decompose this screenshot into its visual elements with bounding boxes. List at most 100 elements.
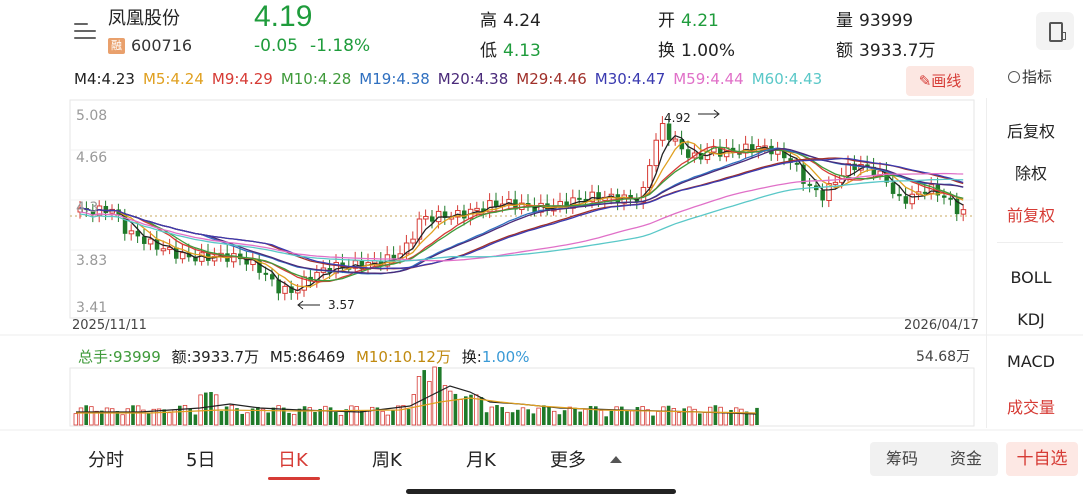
volume-bar — [464, 396, 468, 425]
ma-line — [79, 172, 964, 262]
volume-bar — [141, 409, 146, 426]
indicator-kdj[interactable]: KDJ — [1017, 310, 1045, 329]
volume-bar — [723, 411, 728, 426]
candle — [577, 197, 582, 200]
tab-weekly-k[interactable]: 周K — [372, 450, 402, 471]
adjust-none[interactable]: 除权 — [1014, 164, 1047, 183]
volume-bar — [401, 405, 406, 426]
volume-bar — [578, 411, 582, 425]
candle — [589, 191, 595, 203]
volume-bar — [120, 414, 125, 426]
volume-bar — [391, 410, 395, 425]
candle — [532, 206, 537, 213]
candle — [794, 162, 800, 165]
adjust-backward[interactable]: 后复权 — [1006, 122, 1055, 141]
volume-bar — [266, 412, 270, 425]
tab-more[interactable]: 更多 — [550, 450, 586, 471]
open-quote: 开 4.21 — [658, 11, 719, 31]
candle — [960, 209, 967, 215]
chips-button[interactable]: 筹码 — [870, 442, 934, 476]
ma-label: M29:4.46 — [516, 70, 587, 88]
volume-bar — [734, 407, 739, 426]
volume-bar — [656, 411, 661, 426]
volume-bar — [671, 408, 676, 426]
volume-bar — [531, 413, 536, 425]
volume-bar — [369, 406, 375, 426]
volume-bar — [364, 410, 370, 426]
volume-bar — [73, 413, 78, 426]
volume-bar — [395, 405, 401, 426]
candle — [628, 194, 633, 200]
volume-bar — [520, 407, 526, 426]
volume-bar — [380, 410, 385, 426]
ma-line — [79, 178, 964, 262]
volume-bar — [198, 394, 203, 426]
volume-bar — [676, 412, 682, 426]
volume-bar — [338, 414, 344, 426]
volume-bar — [78, 407, 84, 426]
volume-bar — [479, 397, 484, 425]
volume-bar — [609, 410, 614, 425]
volume-bar — [749, 413, 754, 426]
kline-chart[interactable]: 4.92 3.57 — [0, 0, 1083, 440]
volume-bar — [151, 408, 156, 426]
volume-bar — [744, 411, 749, 425]
volume-bar — [640, 406, 645, 426]
candle — [686, 149, 691, 158]
price-change: -0.05 -1.18% — [254, 36, 382, 56]
end-date: 2026/04/17 — [904, 318, 979, 333]
volume-bar — [360, 410, 364, 425]
candle — [391, 254, 397, 259]
volume-bar — [495, 405, 499, 425]
indicator-boll[interactable]: BOLL — [1010, 268, 1052, 287]
ma-label: M5:4.24 — [142, 70, 204, 88]
volume-m5: M5:86469 — [269, 348, 346, 366]
volume-bar — [469, 394, 473, 425]
volume-bar — [594, 406, 598, 425]
volume-bar — [84, 405, 88, 425]
tab-5day[interactable]: 5日 — [186, 450, 216, 471]
volume-bar — [651, 415, 655, 425]
adjust-forward[interactable]: 前复权 — [1006, 206, 1055, 225]
volume-bar — [692, 408, 697, 426]
volume-bar — [505, 411, 510, 426]
volume-bar — [219, 411, 224, 425]
add-watchlist-button[interactable]: 十自选 — [1006, 442, 1078, 476]
volume-bar — [635, 407, 640, 425]
draw-line-button[interactable]: ✎画线 — [906, 66, 974, 96]
funds-button[interactable]: 资金 — [934, 442, 998, 476]
volume-bar — [307, 407, 312, 426]
volume-bar — [287, 412, 291, 425]
candle — [154, 238, 160, 250]
volume-bar — [323, 405, 328, 426]
volume-bar — [661, 406, 666, 426]
volume-bar — [193, 414, 198, 425]
volume-bar — [422, 370, 426, 425]
indicator-volume[interactable]: 成交量 — [1006, 398, 1055, 417]
volume-bar — [682, 408, 686, 425]
indicator-macd[interactable]: MACD — [1007, 352, 1055, 371]
ma-label: M30:4.47 — [594, 70, 666, 88]
candle — [430, 216, 435, 222]
candle — [410, 238, 416, 244]
menu-icon[interactable] — [74, 20, 96, 42]
candle — [403, 242, 410, 255]
volume-bar — [156, 408, 162, 426]
volume-bar — [567, 406, 572, 426]
volume-bar — [698, 413, 702, 425]
volume-bar — [500, 407, 504, 425]
indicator-button[interactable]: 指标 — [1008, 66, 1052, 87]
volume-bar — [614, 406, 619, 426]
gauge-icon — [1008, 71, 1020, 83]
tab-monthly-k[interactable]: 月K — [466, 450, 496, 471]
high-annotation: 4.92 — [664, 111, 691, 125]
tab-intraday[interactable]: 分时 — [88, 450, 124, 471]
arrow-right-icon — [713, 109, 720, 119]
volume-bar — [438, 367, 442, 425]
device-switch-icon[interactable] — [1036, 12, 1074, 50]
tab-daily-k[interactable]: 日K — [278, 450, 308, 471]
volume-bar — [510, 412, 515, 425]
volume-bar — [484, 412, 489, 425]
caret-up-icon — [610, 456, 622, 463]
period-tabs: 分时 5日 日K 周K 月K 更多 — [0, 440, 1083, 480]
